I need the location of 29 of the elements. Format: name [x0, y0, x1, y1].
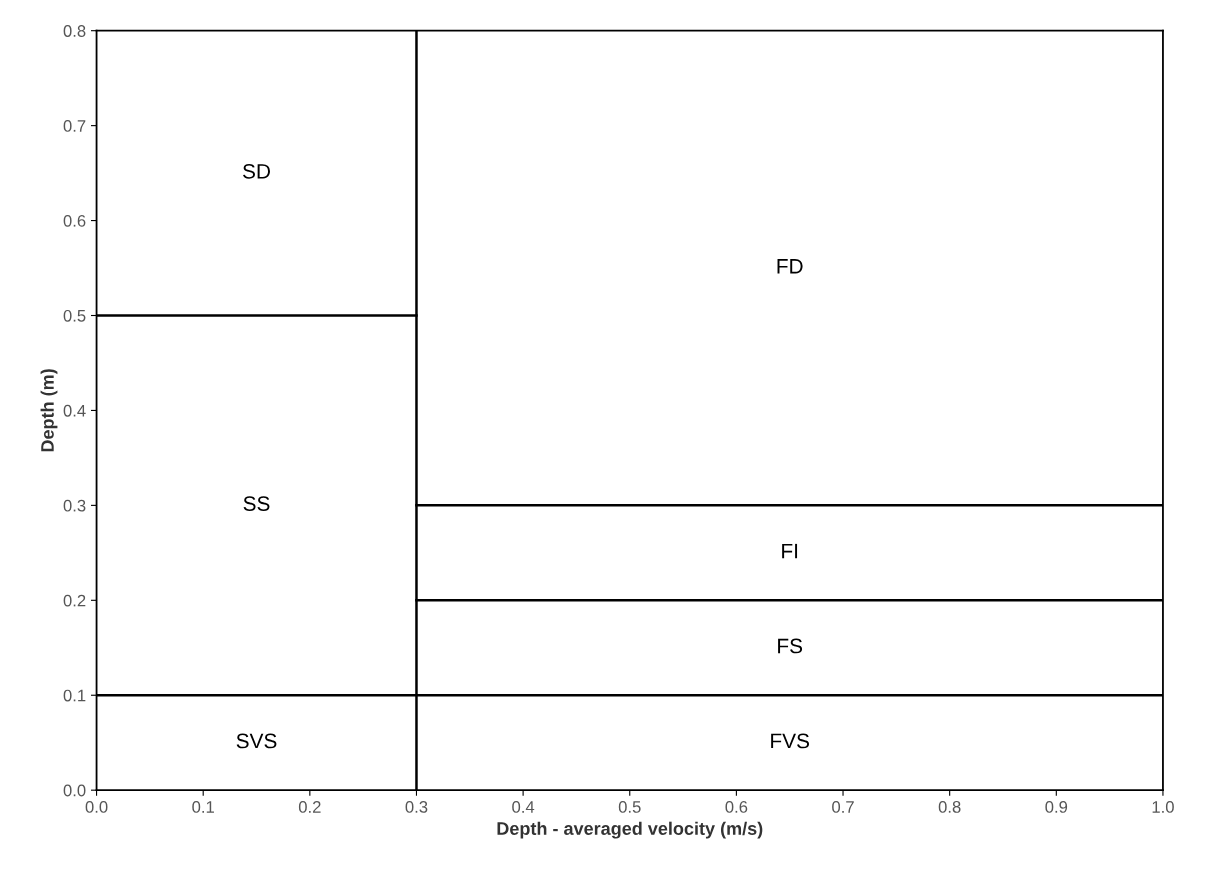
y-tick-label: 0.4	[63, 404, 86, 417]
x-tick-label: 0.7	[832, 801, 854, 813]
y-tick-label: 0.1	[63, 689, 86, 702]
y-tick-label: 0.0	[63, 784, 86, 797]
annotation: SD	[242, 163, 270, 179]
annotation: SVS	[236, 733, 277, 749]
annotation: FS	[778, 638, 803, 654]
y-tick-label: 0.3	[63, 499, 86, 512]
annotation: FD	[777, 259, 803, 274]
x-tick-label: 0.2	[298, 801, 321, 813]
y-tick-label: 0.7	[63, 120, 86, 132]
x-axis-title: Depth - averaged velocity (m/s)	[497, 821, 763, 839]
y-tick-label: 0.2	[63, 594, 86, 607]
x-tick-label: 0.6	[725, 801, 748, 813]
annotation: SS	[243, 496, 270, 511]
x-tick-label: 0.3	[405, 801, 428, 813]
x-tick-label: 0.5	[618, 801, 641, 813]
y-axis-title: Depth (m)	[40, 369, 58, 452]
x-tick-label: 0.8	[938, 801, 961, 813]
x-tick-label: 1.0	[1152, 801, 1174, 813]
x-tick-label: 0.4	[512, 801, 535, 813]
annotation: FI	[782, 543, 798, 559]
x-tick-label: 0.0	[85, 801, 108, 813]
y-tick-label: 0.5	[63, 309, 86, 322]
annotation: FVS	[771, 733, 810, 749]
y-tick-label: 0.6	[63, 214, 86, 227]
x-tick-label: 0.1	[192, 801, 214, 813]
x-tick-label: 0.9	[1045, 801, 1068, 813]
y-tick-label: 0.8	[63, 25, 86, 37]
